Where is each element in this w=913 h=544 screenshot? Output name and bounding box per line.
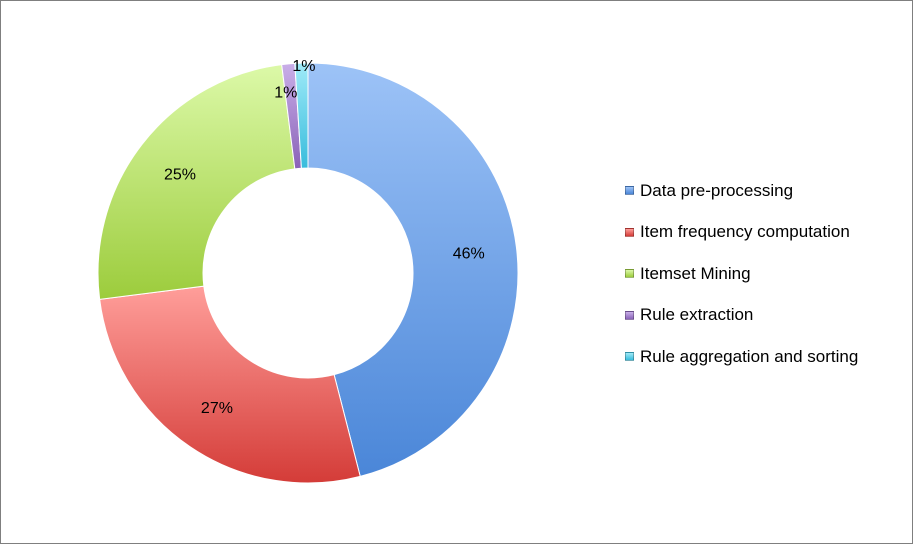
slice-label-item-frequency-computation: 27% [201,400,233,417]
slice-label-rule-extraction: 1% [274,85,297,102]
slice-item-frequency-computation [99,285,361,484]
chart-legend: Data pre-processing Item frequency compu… [625,177,858,385]
legend-item-item-frequency-computation: Item frequency computation [625,219,858,246]
legend-item-rule-aggregation-and-sorting: Rule aggregation and sorting [625,343,858,370]
slice-data-pre-processing [307,62,519,478]
legend-label: Itemset Mining [640,263,751,283]
slice-label-itemset-mining: 25% [164,167,196,184]
legend-label: Rule aggregation and sorting [640,346,859,366]
legend-item-data-pre-processing: Data pre-processing [625,177,858,204]
donut-slice-labels: 46% 27% 25% 1% 1% [164,58,485,417]
legend-swatch [625,186,634,195]
legend-swatch [625,352,634,361]
legend-item-itemset-mining: Itemset Mining [625,260,858,287]
legend-swatch [625,310,634,320]
legend-label: Rule extraction [640,305,754,324]
donut-slices [97,62,519,484]
slice-itemset-mining [97,64,296,300]
slice-label-data-pre-processing: 46% [453,246,485,263]
slice-rule-aggregation-and-sorting [294,62,309,169]
legend-item-rule-extraction: Rule extraction [625,302,858,329]
legend-label: Data pre-processing [640,180,794,200]
legend-label: Item frequency computation [640,222,850,241]
slice-label-rule-aggregation-and-sorting: 1% [292,58,315,75]
legend-swatch [625,269,634,278]
legend-swatch [625,227,634,237]
